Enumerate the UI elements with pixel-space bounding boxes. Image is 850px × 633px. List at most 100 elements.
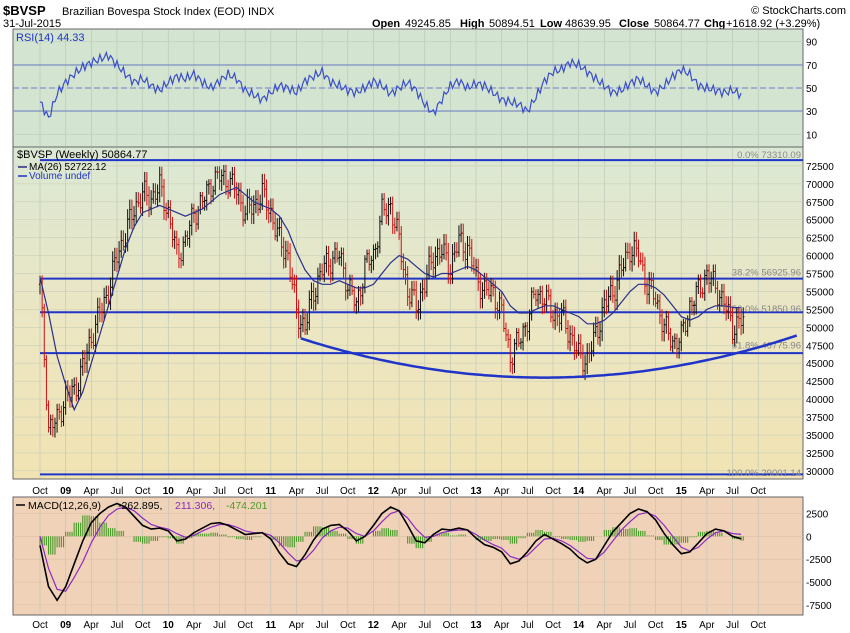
- x-tick-label: Oct: [443, 486, 459, 497]
- fib-label: 0.0% 73310.09: [737, 150, 801, 161]
- x-tick-label: Jul: [213, 620, 226, 631]
- x-tick-label: 09: [60, 486, 72, 497]
- macd-legend-name: MACD(12,26,9): [28, 500, 101, 512]
- x-tick-label: 15: [676, 620, 688, 631]
- rsi-legend: RSI(14) 44.33: [16, 32, 84, 44]
- x-tick-label: Apr: [699, 486, 715, 497]
- price-tick-label: 70000: [806, 180, 834, 191]
- index-name: Brazilian Bovespa Stock Index (EOD): [62, 6, 245, 18]
- exchange-label: INDX: [248, 6, 275, 18]
- price-tick-label: 62500: [806, 234, 834, 245]
- macd-tick-label: 0: [806, 532, 812, 543]
- x-tick-label: Apr: [289, 486, 305, 497]
- x-tick-label: Apr: [597, 486, 613, 497]
- macd-line: [39, 502, 742, 602]
- price-tick-label: 32500: [806, 449, 834, 460]
- x-tick-label: Oct: [750, 486, 766, 497]
- price-tick-label: 60000: [806, 252, 834, 263]
- open-label: Open: [372, 18, 400, 30]
- x-tick-label: 13: [470, 620, 482, 631]
- macd-tick-label: -7500: [806, 601, 832, 612]
- x-tick-label: Apr: [84, 486, 100, 497]
- rsi-y-axis: 90 70 50 30 10: [13, 38, 818, 141]
- ohlc-readout: Open 49245.85 High 50894.51 Low 48639.95…: [372, 18, 820, 30]
- price-bar: [742, 307, 745, 334]
- ma-legend: MA(26) 52722.12: [18, 162, 107, 173]
- x-tick-label: Apr: [391, 486, 407, 497]
- macd-grid: [39, 498, 759, 614]
- support-arc: [300, 334, 798, 379]
- x-tick-label: Jul: [111, 486, 124, 497]
- high-value: 50894.51: [489, 18, 535, 30]
- fib-lines: [40, 159, 803, 476]
- x-tick-label: Apr: [186, 486, 202, 497]
- x-tick-label: Apr: [494, 620, 510, 631]
- price-tick-label: 65000: [806, 216, 834, 227]
- x-tick-label: Oct: [648, 620, 664, 631]
- copyright: © StockCharts.com: [751, 5, 846, 17]
- x-tick-label: 15: [676, 486, 688, 497]
- rsi-tick-label: 10: [806, 130, 818, 141]
- rsi-tick-label: 90: [806, 38, 818, 49]
- x-tick-label: Jul: [726, 620, 739, 631]
- macd-tick-label: -5000: [806, 578, 832, 589]
- x-tick-label: Oct: [750, 620, 766, 631]
- rsi-panel: 90 70 50 30 10 RSI(14) 44.33: [12, 28, 818, 148]
- macd-panel: 2500 0 -2500 -5000 -7500 MACD(12,26,9) -262.…: [12, 496, 832, 616]
- x-tick-label: Jul: [624, 486, 637, 497]
- price-tick-label: 50000: [806, 323, 834, 334]
- x-tick-label: Oct: [135, 620, 151, 631]
- x-tick-label: Oct: [340, 486, 356, 497]
- macd-legend-hist: -474.201: [226, 500, 268, 512]
- macd-signal-line: [39, 506, 742, 592]
- x-tick-label: Oct: [32, 486, 48, 497]
- x-tick-label: Apr: [597, 620, 613, 631]
- x-tick-label: Oct: [340, 620, 356, 631]
- x-axis-top: Oct 09 Apr Jul Oct 10 Apr Jul Oct 11 Apr Jul Oct 12 Ap…: [32, 486, 766, 497]
- price-tick-label: 55000: [806, 287, 834, 298]
- x-tick-label: 12: [368, 620, 380, 631]
- x-tick-label: Apr: [391, 620, 407, 631]
- x-tick-label: 10: [163, 486, 175, 497]
- rsi-tick-label: 50: [806, 84, 818, 95]
- x-tick-label: Jul: [418, 486, 431, 497]
- macd-legend: MACD(12,26,9) -262.895, 211.306, -474.20…: [16, 500, 268, 512]
- x-tick-label: Jul: [316, 620, 329, 631]
- fib-label: 38.2% 56925.96: [732, 268, 801, 279]
- fib-label: 100.0% 29001.14: [727, 468, 801, 479]
- macd-legend-macd: -262.895,: [118, 500, 162, 512]
- price-tick-label: 45000: [806, 359, 834, 370]
- rsi-line: [39, 50, 742, 118]
- close-label: Close: [619, 18, 649, 30]
- macd-tick-label: -2500: [806, 555, 832, 566]
- volume-legend: Volume undef: [18, 171, 90, 182]
- x-tick-label: Oct: [237, 620, 253, 631]
- x-tick-label: Oct: [648, 486, 664, 497]
- x-tick-label: Jul: [726, 486, 739, 497]
- ma26-line: [39, 186, 742, 412]
- x-tick-label: Apr: [699, 620, 715, 631]
- rsi-tick-label: 30: [806, 107, 818, 118]
- price-tick-label: 67500: [806, 198, 834, 209]
- rsi-tick-label: 70: [806, 61, 818, 72]
- x-tick-label: Oct: [545, 620, 561, 631]
- fib-label: 50.0% 51850.96: [732, 304, 801, 315]
- price-y-axis: 72500 70000 67500 65000 62500 60000 57500 55000…: [13, 162, 834, 478]
- x-tick-label: Jul: [111, 620, 124, 631]
- macd-histogram: [39, 515, 744, 555]
- x-tick-label: 11: [266, 620, 277, 631]
- macd-legend-signal: 211.306,: [175, 500, 215, 512]
- price-tick-label: 72500: [806, 162, 834, 173]
- open-value: 49245.85: [405, 18, 451, 30]
- x-tick-label: Jul: [624, 620, 637, 631]
- x-tick-label: 13: [470, 486, 482, 497]
- low-label: Low: [540, 18, 562, 30]
- price-tick-label: 30000: [806, 467, 834, 478]
- volume-legend-text: Volume undef: [29, 171, 90, 182]
- x-axis-bottom: Oct 09 Apr Jul Oct 10 Apr Jul Oct 11 Apr Jul Oct 12 Ap…: [32, 620, 766, 631]
- x-tick-label: Jul: [418, 620, 431, 631]
- price-tick-label: 35000: [806, 431, 834, 442]
- low-value: 48639.95: [565, 18, 611, 30]
- high-label: High: [460, 18, 485, 30]
- price-tick-label: 47500: [806, 341, 834, 352]
